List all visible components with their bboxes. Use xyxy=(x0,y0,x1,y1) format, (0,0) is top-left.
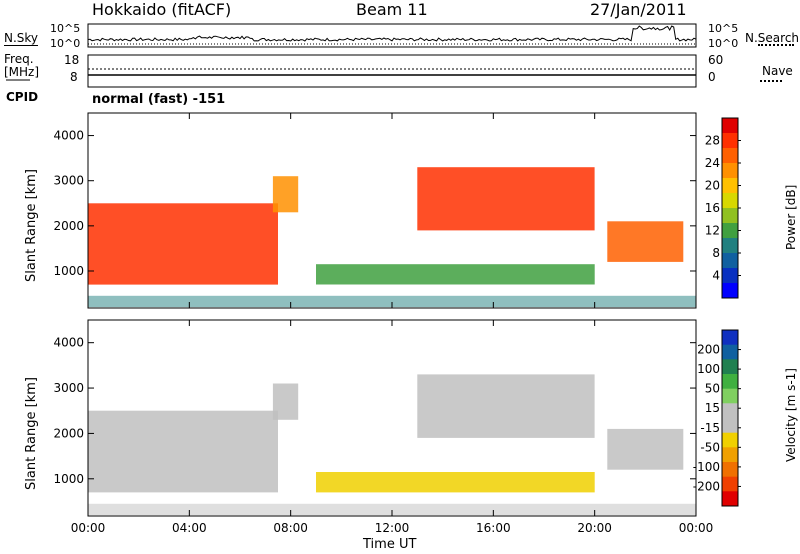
power-colorbar-tick-label: 24 xyxy=(705,156,720,170)
power-ytick-label: 3000 xyxy=(53,174,84,188)
velocity-echo-region xyxy=(272,383,299,420)
velocity-ytick-label: 4000 xyxy=(53,336,84,350)
power-echo-region xyxy=(272,176,299,213)
nave-tick-top: 60 xyxy=(708,53,724,67)
velocity-colorbar-frame xyxy=(721,329,739,507)
power-colorbar-segment xyxy=(722,178,738,194)
power-colorbar-segment xyxy=(722,223,738,239)
velocity-colorbar-segment xyxy=(722,447,738,463)
freq-panel-frame xyxy=(87,54,697,88)
velocity-colorbar-tick-label: 15 xyxy=(705,401,720,415)
velocity-colorbar-tick-label: -50 xyxy=(700,440,720,454)
velocity-colorbar-tick-label: -200 xyxy=(693,479,720,493)
power-colorbar-segment xyxy=(722,163,738,179)
velocity-colorbar-segment xyxy=(722,374,738,390)
velocity-colorbar-tick-label: 50 xyxy=(705,382,720,396)
cpid-label: CPID xyxy=(6,90,39,104)
x-tick-label: 12:00 xyxy=(375,521,410,535)
velocity-colorbar-segment xyxy=(722,418,738,434)
power-colorbar-label: Power [dB] xyxy=(784,184,798,250)
noise-panel-frame xyxy=(87,23,697,48)
power-ytick-label: 4000 xyxy=(53,129,84,143)
nsearch-tick-bottom: 10^0 xyxy=(708,37,739,50)
velocity-echo-region xyxy=(88,503,696,516)
x-tick-label: 20:00 xyxy=(577,521,612,535)
power-colorbar-segment xyxy=(722,148,738,164)
x-axis-label: Time UT xyxy=(363,537,417,552)
nsearch-tick-top: 10^5 xyxy=(708,22,739,35)
date-title: 27/Jan/2011 xyxy=(590,0,687,19)
x-tick-label: 16:00 xyxy=(476,521,511,535)
power-colorbar-segment xyxy=(722,253,738,269)
power-ytick-label: 1000 xyxy=(53,264,84,278)
velocity-colorbar-segment xyxy=(722,330,738,346)
power-echo-region xyxy=(417,167,595,231)
x-tick-label: 04:00 xyxy=(172,521,207,535)
freq-label: Freq. xyxy=(4,52,34,66)
velocity-colorbar-segment xyxy=(722,344,738,360)
velocity-ytick-label: 2000 xyxy=(53,426,84,440)
power-colorbar-segment xyxy=(722,238,738,254)
power-colorbar-segment xyxy=(722,283,738,299)
velocity-colorbar-segment xyxy=(722,388,738,404)
freq-tick-top: 18 xyxy=(64,53,80,67)
velocity-colorbar-segment xyxy=(722,491,738,507)
velocity-echo-region xyxy=(417,374,595,438)
x-tick-label: 08:00 xyxy=(273,521,308,535)
velocity-colorbar-segment xyxy=(722,359,738,375)
power-colorbar-segment xyxy=(722,118,738,134)
x-tick-label: 00:00 xyxy=(679,521,714,535)
nsky-tick-top: 10^5 xyxy=(50,22,81,35)
velocity-ytick-label: 1000 xyxy=(53,472,84,486)
velocity-colorbar-label: Velocity [m s-1] xyxy=(784,368,798,462)
velocity-echoes xyxy=(88,374,696,516)
mode-text: normal (fast) -151 xyxy=(92,92,226,107)
velocity-echo-region xyxy=(607,428,684,470)
power-echo-region xyxy=(88,295,696,308)
nsearch-label: N.Search xyxy=(745,31,800,45)
power-ylabel: Slant Range [km] xyxy=(24,169,39,282)
velocity-ylabel: Slant Range [km] xyxy=(24,377,39,490)
power-colorbar-segment xyxy=(722,133,738,149)
power-echo-region xyxy=(88,203,278,285)
nave-label: Nave xyxy=(762,64,793,78)
beam-title: Beam 11 xyxy=(356,0,428,19)
velocity-colorbar-segment xyxy=(722,432,738,448)
nsearch-line-style xyxy=(758,44,794,46)
velocity-colorbar-tick-label: -100 xyxy=(693,460,720,474)
nsky-tick-bottom: 10^0 xyxy=(50,37,81,50)
power-ytick-label: 2000 xyxy=(53,219,84,233)
power-echo-region xyxy=(607,221,684,262)
x-tick-label: 00:00 xyxy=(71,521,106,535)
power-echo-region xyxy=(316,264,595,285)
power-colorbar-tick-label: 28 xyxy=(705,134,720,148)
velocity-echo-region xyxy=(88,410,278,493)
power-colorbar-tick-label: 20 xyxy=(705,179,720,193)
nsky-label: N.Sky xyxy=(4,31,39,46)
power-colorbar-tick-label: 4 xyxy=(712,269,720,283)
velocity-colorbar-tick-label: 100 xyxy=(697,362,720,376)
power-colorbar-tick-label: 8 xyxy=(712,246,720,260)
velocity-colorbar-tick-label: -15 xyxy=(700,421,720,435)
velocity-colorbar-segment xyxy=(722,403,738,419)
velocity-colorbar-segment xyxy=(722,476,738,492)
nave-tick-bottom: 0 xyxy=(708,70,716,84)
freq-unit-label: [MHz] xyxy=(4,65,40,79)
freq-tick-bottom: 8 xyxy=(70,70,78,84)
power-echoes xyxy=(88,167,696,308)
nave-line-style xyxy=(760,80,782,82)
station-title: Hokkaido (fitACF) xyxy=(92,0,232,19)
power-colorbar-segment xyxy=(722,193,738,209)
nsky-line xyxy=(87,25,697,42)
velocity-ytick-label: 3000 xyxy=(53,381,84,395)
power-colorbar-segment xyxy=(722,208,738,224)
velocity-colorbar-tick-label: 200 xyxy=(697,343,720,357)
velocity-echo-region xyxy=(316,472,595,493)
power-colorbar-segment xyxy=(722,268,738,284)
power-colorbar-tick-label: 16 xyxy=(705,201,720,215)
power-colorbar-tick-label: 12 xyxy=(705,224,720,238)
velocity-colorbar-segment xyxy=(722,462,738,478)
